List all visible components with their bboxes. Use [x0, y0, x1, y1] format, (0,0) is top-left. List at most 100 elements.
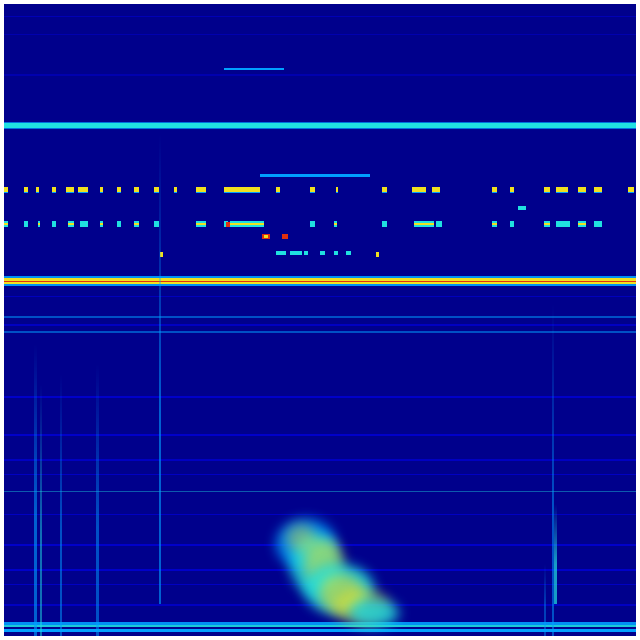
- spectral-segment: [376, 252, 379, 257]
- spectral-segment: [556, 221, 570, 227]
- spectral-segment: [52, 192, 56, 193]
- spectral-segment: [38, 223, 40, 225]
- spectral-segment: [196, 223, 206, 225]
- spectral-segment: [24, 192, 28, 193]
- spectral-band: [4, 296, 636, 297]
- spectral-band: [4, 74, 636, 76]
- spectral-segment: [304, 251, 308, 255]
- spectral-segment: [264, 235, 268, 238]
- spectral-band: [4, 282, 636, 284]
- spectral-segment: [224, 192, 260, 193]
- spectral-segment: [282, 234, 288, 239]
- spectral-band: [4, 434, 636, 436]
- spectral-segment: [436, 221, 442, 227]
- spectral-segment: [224, 187, 260, 192]
- spectral-segment: [68, 223, 74, 225]
- spectral-segment: [36, 187, 39, 192]
- vertical-streak: [159, 134, 161, 604]
- spectral-band: [4, 284, 636, 286]
- spectral-band: [4, 514, 636, 515]
- energy-blob: [349, 599, 399, 627]
- spectral-segment: [594, 187, 602, 192]
- spectral-segment: [320, 251, 325, 255]
- spectral-segment: [556, 187, 568, 192]
- spectral-band: [4, 278, 636, 281]
- spectral-segment: [160, 252, 163, 257]
- spectral-segment: [4, 187, 8, 192]
- spectral-segment: [196, 192, 206, 193]
- spectral-band: [4, 629, 636, 632]
- spectral-band: [4, 122, 636, 123]
- spectral-segment: [52, 187, 56, 192]
- spectral-segment: [492, 192, 497, 193]
- vertical-streak: [34, 344, 37, 636]
- spectral-segment: [594, 192, 602, 193]
- spectral-segment: [174, 187, 177, 192]
- spectral-segment: [544, 223, 550, 225]
- spectral-segment: [336, 187, 338, 192]
- spectral-segment: [66, 192, 74, 193]
- spectral-segment: [510, 187, 514, 192]
- spectral-segment: [100, 192, 103, 193]
- spectral-segment: [4, 192, 8, 193]
- spectrogram-image: [4, 4, 636, 636]
- spectral-segment: [336, 192, 338, 193]
- spectral-band: [4, 316, 636, 318]
- energy-blob: [286, 524, 316, 552]
- spectral-band: [4, 622, 636, 625]
- spectral-segment: [310, 221, 315, 227]
- spectral-segment: [628, 187, 634, 192]
- spectral-segment: [412, 192, 426, 193]
- spectral-segment: [432, 192, 440, 193]
- spectral-segment: [544, 187, 550, 192]
- spectral-segment: [346, 251, 351, 255]
- spectral-band: [4, 324, 636, 326]
- spectral-segment: [4, 223, 8, 225]
- spectral-segment: [594, 221, 602, 227]
- spectral-segment: [100, 223, 103, 225]
- spectral-segment: [100, 187, 103, 192]
- spectral-segment: [334, 223, 337, 225]
- spectral-band: [4, 281, 636, 282]
- vertical-streak: [554, 504, 557, 604]
- spectral-segment: [382, 192, 387, 193]
- vertical-streak: [40, 384, 42, 636]
- vertical-streak: [96, 364, 99, 636]
- spectral-segment: [154, 187, 159, 192]
- spectral-segment: [174, 192, 177, 193]
- spectral-segment: [492, 223, 497, 225]
- spectral-segment: [432, 187, 440, 192]
- spectral-segment: [134, 192, 139, 193]
- spectral-segment: [544, 192, 550, 193]
- spectral-band: [4, 123, 636, 128]
- spectral-segment: [36, 192, 39, 193]
- spectral-band: [4, 474, 636, 475]
- spectral-segment: [578, 192, 586, 193]
- spectral-band: [4, 331, 636, 333]
- spectral-segment: [276, 187, 280, 192]
- spectral-segment: [556, 192, 568, 193]
- spectral-segment: [134, 187, 139, 192]
- spectral-segment: [276, 251, 286, 255]
- spectral-segment: [66, 187, 74, 192]
- spectral-segment: [260, 174, 370, 177]
- spectral-band: [4, 625, 636, 627]
- spectral-segment: [224, 68, 284, 70]
- spectral-band: [4, 276, 636, 278]
- spectral-segment: [117, 187, 121, 192]
- spectral-band: [4, 34, 636, 35]
- spectral-segment: [578, 223, 586, 225]
- spectral-segment: [518, 206, 526, 210]
- spectral-segment: [78, 192, 88, 193]
- spectral-segment: [578, 187, 586, 192]
- spectral-band: [4, 16, 636, 17]
- spectral-segment: [290, 251, 302, 255]
- spectral-segment: [310, 192, 315, 193]
- spectral-segment: [492, 187, 497, 192]
- spectral-band: [4, 459, 636, 461]
- spectral-segment: [510, 192, 514, 193]
- spectral-segment: [510, 221, 514, 227]
- spectral-segment: [117, 192, 121, 193]
- spectral-segment: [412, 187, 426, 192]
